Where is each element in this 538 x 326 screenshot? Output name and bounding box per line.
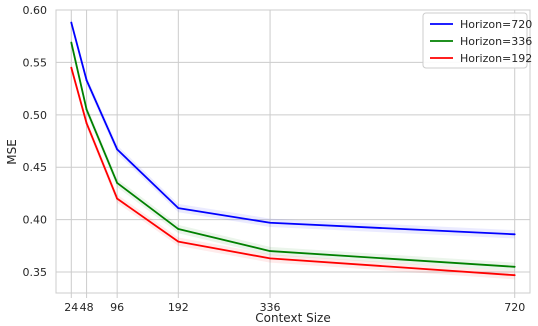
y-tick-label: 0.45 bbox=[23, 161, 48, 174]
y-tick-label: 0.55 bbox=[23, 56, 48, 69]
x-tick-label: 96 bbox=[110, 301, 124, 314]
y-tick-label: 0.40 bbox=[23, 214, 48, 227]
x-axis-title: Context Size bbox=[255, 311, 330, 325]
legend-label: Horizon=720 bbox=[460, 18, 532, 31]
data-point bbox=[513, 274, 516, 277]
x-tick-label: 48 bbox=[80, 301, 94, 314]
data-point bbox=[269, 250, 271, 252]
legend-label: Horizon=336 bbox=[460, 35, 532, 48]
data-point bbox=[70, 41, 73, 44]
legend: Horizon=720 Horizon=336 Horizon=192 bbox=[422, 12, 532, 69]
data-point bbox=[116, 148, 119, 151]
y-axis-title: MSE bbox=[5, 139, 19, 165]
data-point bbox=[269, 221, 271, 224]
data-point bbox=[177, 207, 180, 210]
series-line bbox=[70, 22, 515, 236]
data-point bbox=[177, 228, 180, 230]
data-point bbox=[513, 265, 516, 268]
y-tick-label: 0.35 bbox=[23, 266, 48, 279]
data-point bbox=[116, 182, 119, 184]
x-tick-label: 192 bbox=[168, 301, 189, 314]
data-point bbox=[85, 108, 88, 111]
legend-label: Horizon=192 bbox=[460, 52, 532, 65]
data-point bbox=[269, 257, 271, 260]
x-tick-label: 720 bbox=[504, 301, 525, 314]
legend-box bbox=[422, 12, 528, 69]
y-tick-label: 0.60 bbox=[23, 4, 48, 17]
data-point bbox=[85, 79, 88, 82]
data-point bbox=[70, 21, 73, 24]
series-line bbox=[70, 42, 515, 268]
data-point bbox=[85, 122, 88, 125]
data-point bbox=[70, 66, 73, 69]
y-tick-label: 0.50 bbox=[23, 109, 48, 122]
y-axis-ticks: 0.35 0.40 0.45 0.50 0.55 0.60 bbox=[23, 4, 48, 279]
x-tick-label: 24 bbox=[64, 301, 78, 314]
x-axis-ticks: 24 48 96 192 336 720 bbox=[64, 293, 525, 314]
series-line bbox=[70, 67, 515, 277]
data-point bbox=[177, 240, 180, 243]
x-tick-label: 336 bbox=[260, 301, 281, 314]
data-point bbox=[116, 197, 119, 200]
series-lines bbox=[70, 21, 516, 277]
data-point bbox=[513, 233, 516, 236]
